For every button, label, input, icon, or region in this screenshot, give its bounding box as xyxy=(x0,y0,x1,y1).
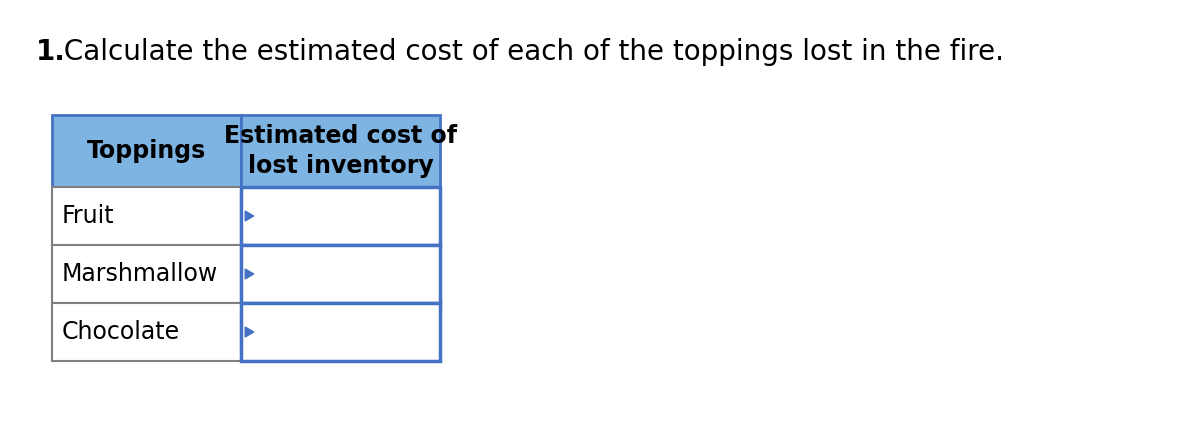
Bar xyxy=(241,303,440,361)
Bar xyxy=(241,187,440,245)
Polygon shape xyxy=(245,327,253,337)
Text: Fruit: Fruit xyxy=(61,204,114,228)
Bar xyxy=(52,303,241,361)
Text: Marshmallow: Marshmallow xyxy=(61,262,217,286)
Polygon shape xyxy=(245,269,253,279)
Bar xyxy=(52,245,241,303)
Bar xyxy=(241,115,440,187)
Text: 1.: 1. xyxy=(36,38,66,66)
Bar xyxy=(241,245,440,303)
Bar xyxy=(52,115,241,187)
Text: Toppings: Toppings xyxy=(88,139,206,163)
Text: Estimated cost of
lost inventory: Estimated cost of lost inventory xyxy=(224,124,457,178)
Polygon shape xyxy=(245,211,253,221)
Bar xyxy=(52,187,241,245)
Text: Chocolate: Chocolate xyxy=(61,320,180,344)
Text: Calculate the estimated cost of each of the toppings lost in the fire.: Calculate the estimated cost of each of … xyxy=(55,38,1004,66)
